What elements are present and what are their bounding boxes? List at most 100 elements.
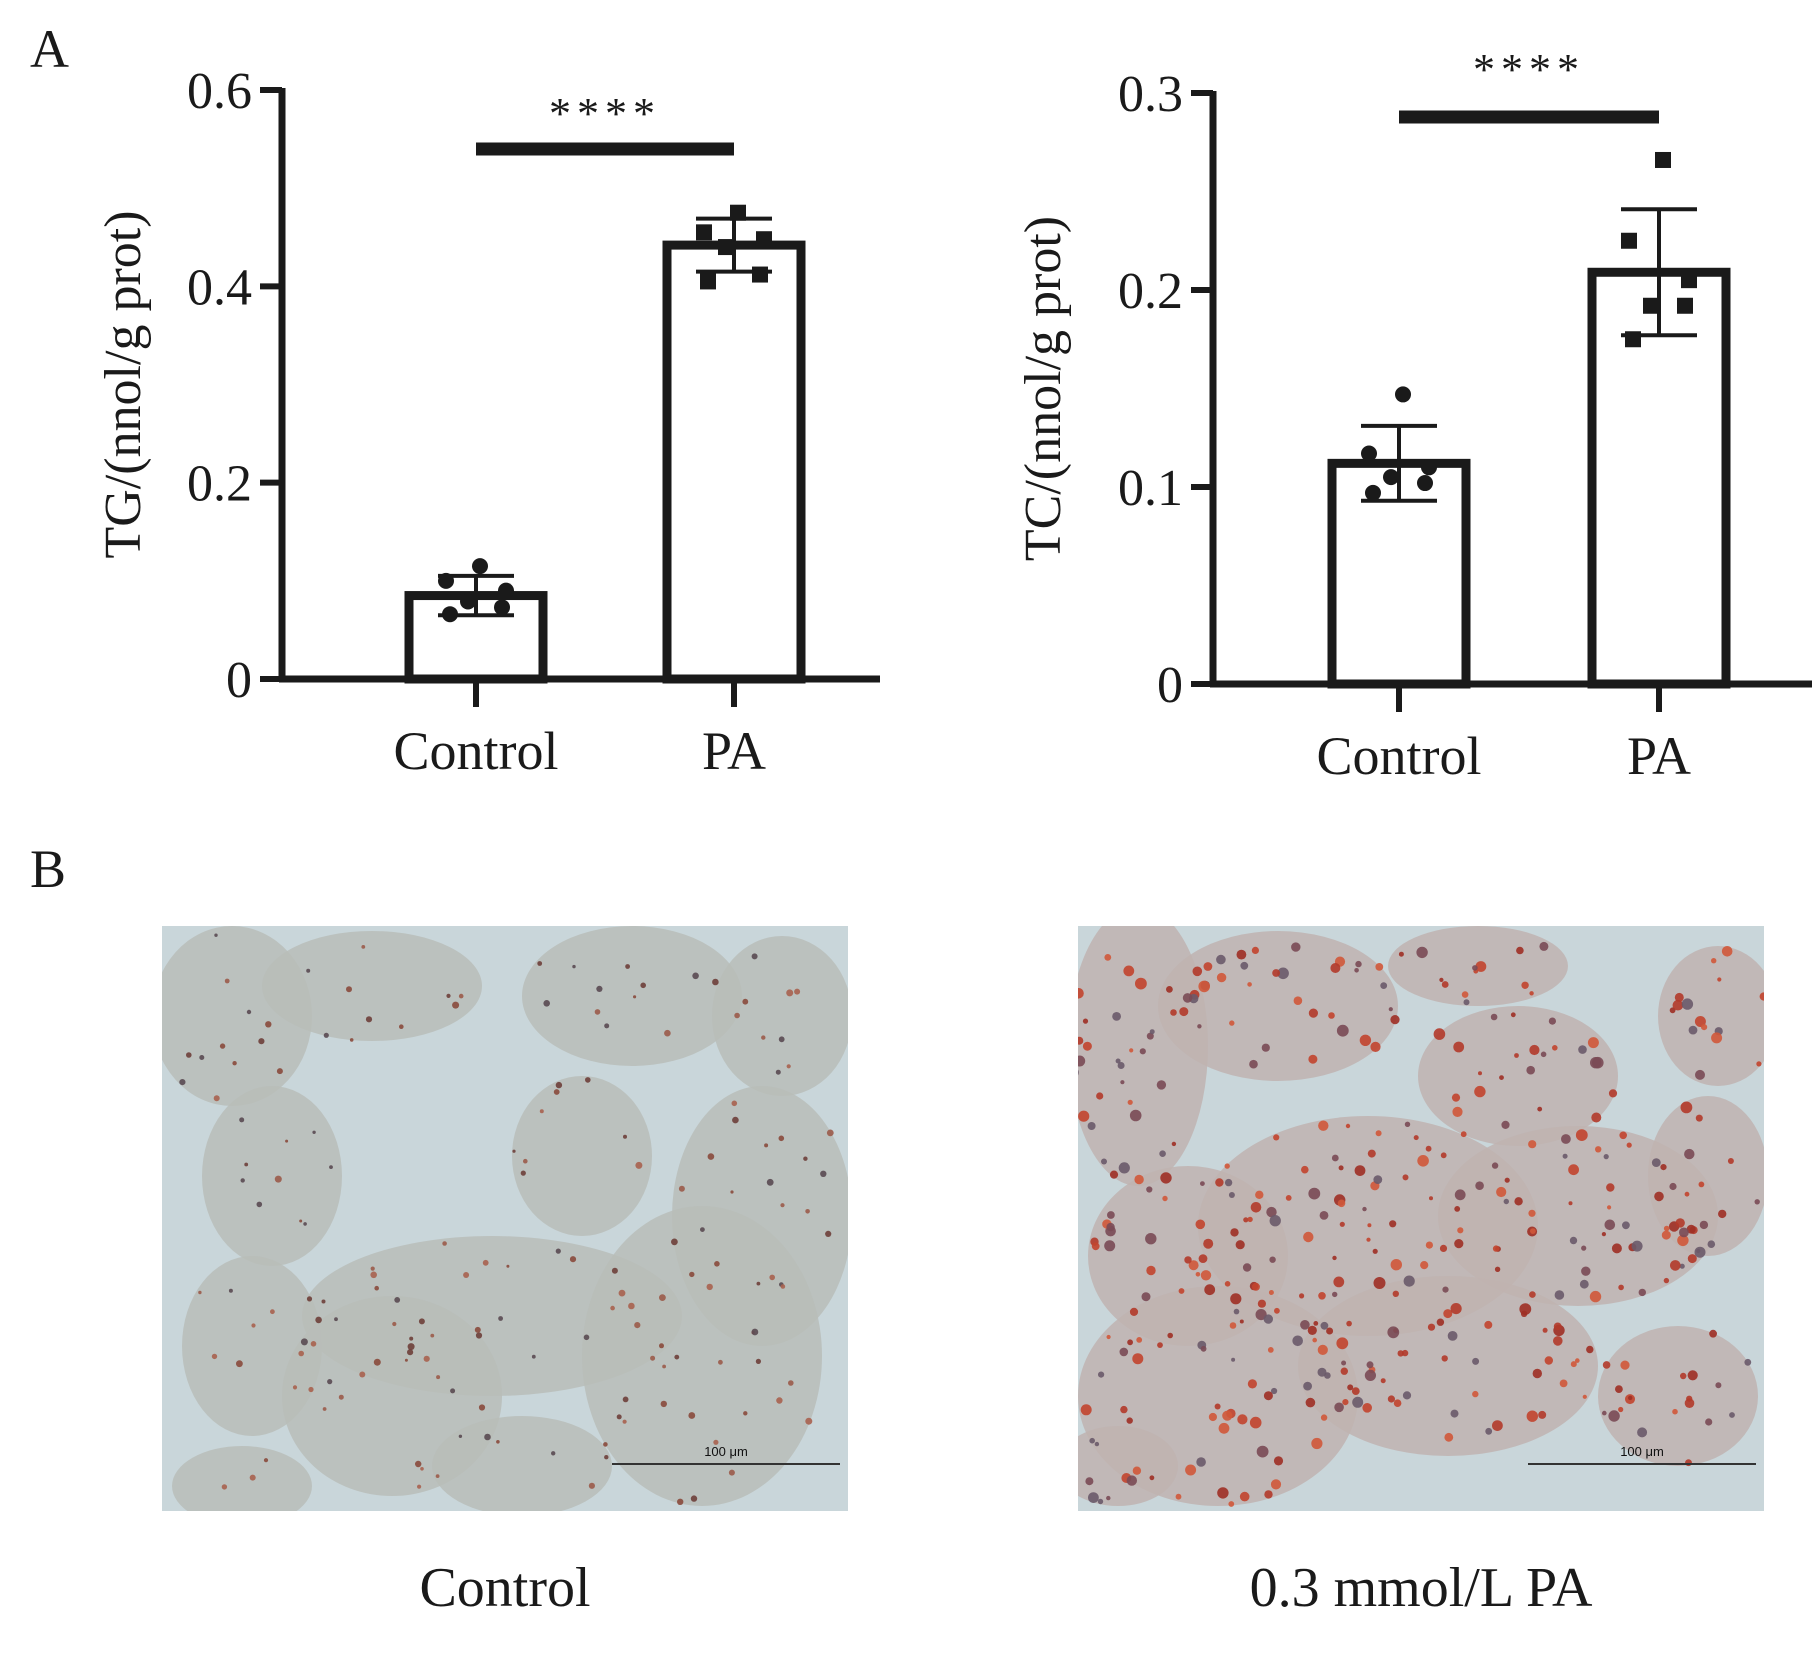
lipid-droplet [706, 1283, 713, 1291]
lipid-droplet [365, 1016, 373, 1023]
lipid-droplet [1425, 1145, 1432, 1152]
lipid-droplet [1501, 1120, 1510, 1129]
lipid-droplet [1595, 1146, 1602, 1153]
lipid-droplet [1608, 1089, 1618, 1098]
lipid-droplet [1228, 1501, 1235, 1507]
lipid-droplet [1255, 1190, 1264, 1199]
lipid-droplet [239, 1117, 245, 1123]
lipid-droplet [1626, 1142, 1632, 1148]
lipid-droplet [543, 1000, 550, 1007]
lipid-droplet [1235, 1240, 1245, 1250]
lipid-droplet [417, 1484, 422, 1489]
lipid-droplet [1390, 1259, 1402, 1271]
lipid-droplet [1312, 1337, 1317, 1343]
lipid-droplet [718, 1359, 723, 1365]
lipid-droplet [1303, 1381, 1312, 1391]
lipid-droplet [596, 985, 603, 992]
lipid-droplet [409, 1336, 414, 1341]
lipid-droplet [1156, 1080, 1167, 1090]
lipid-droplet [1117, 1062, 1125, 1069]
lipid-droplet [496, 1440, 500, 1444]
lipid-droplet [1080, 1404, 1092, 1416]
lipid-droplet [1392, 1290, 1399, 1297]
lipid-droplet [1494, 1266, 1501, 1272]
lipid-droplet [361, 945, 366, 949]
lipid-droplet [1330, 963, 1341, 973]
x-tick-label: Control [393, 721, 558, 781]
lipid-droplet [1285, 1195, 1292, 1201]
lipid-droplet [1078, 1069, 1079, 1076]
lipid-droplet [633, 995, 637, 999]
y-tick-label: 0 [1157, 657, 1183, 714]
lipid-droplet [374, 1285, 379, 1291]
lipid-droplet [1120, 1405, 1128, 1414]
lipid-droplet [1319, 1211, 1329, 1220]
lipid-droplet [1447, 1331, 1458, 1341]
lipid-droplet [274, 1175, 282, 1183]
lipid-droplet [1514, 1197, 1523, 1206]
lipid-droplet [423, 1355, 430, 1362]
lipid-droplet [1454, 1239, 1464, 1249]
lipid-droplet [1669, 1007, 1676, 1014]
lipid-droplet [1085, 1477, 1094, 1486]
lipid-droplet [1439, 977, 1444, 982]
lipid-droplet [213, 1095, 220, 1102]
cell-cluster [1648, 1096, 1764, 1256]
lipid-droplet [308, 1386, 314, 1393]
lipid-droplet [1579, 1279, 1589, 1289]
lipid-droplet [1416, 946, 1428, 959]
lipid-droplet [1552, 1045, 1558, 1051]
lipid-droplet [1553, 1322, 1562, 1331]
lipid-droplet [1694, 1246, 1706, 1258]
lipid-droplet [1548, 1017, 1556, 1025]
lipid-droplet [1670, 1260, 1681, 1271]
lipid-droplet [306, 968, 311, 973]
data-point [1383, 469, 1399, 486]
cell-cluster [1158, 931, 1398, 1081]
lipid-droplet [1320, 1321, 1329, 1330]
lipid-droplet [1715, 1382, 1722, 1389]
lipid-droplet [1091, 1242, 1100, 1251]
lipid-droplet [1672, 1408, 1678, 1415]
lipid-droplet [674, 1354, 680, 1360]
data-point [498, 582, 514, 599]
lipid-droplet [786, 1064, 791, 1069]
lipid-droplet [1661, 1230, 1671, 1240]
lipid-droplet [474, 1326, 481, 1333]
y-tick-label: 0.6 [187, 63, 252, 120]
lipid-droplet [659, 1343, 664, 1349]
data-point [1417, 475, 1433, 492]
lipid-droplet [640, 982, 646, 989]
lipid-droplet [1313, 1321, 1319, 1326]
lipid-droplet [1452, 1106, 1463, 1117]
lipid-droplet [650, 1355, 656, 1361]
lipid-droplet [1339, 1221, 1345, 1227]
lipid-droplet [1101, 1158, 1107, 1165]
lipid-droplet [452, 1001, 460, 1009]
lipid-droplet [359, 1371, 366, 1378]
lipid-droplet [1132, 1353, 1144, 1365]
lipid-droplet [1204, 1284, 1216, 1296]
lipid-droplet [1272, 969, 1280, 977]
lipid-droplet [1402, 1174, 1409, 1181]
lipid-droplet [1352, 1396, 1364, 1408]
lipid-droplet [1620, 1360, 1630, 1370]
cell-clusters [162, 926, 848, 1511]
lipid-droplet [399, 1024, 404, 1029]
lipid-droplet [1317, 1344, 1328, 1355]
y-axis-label: TC/(nnol/g prot) [1015, 216, 1072, 561]
data-point [718, 239, 734, 256]
lipid-droplet [1184, 1256, 1192, 1264]
lipid-droplet [628, 1302, 635, 1310]
lipid-droplet [678, 1185, 685, 1192]
lipid-droplet [310, 1341, 317, 1347]
data-point [1625, 331, 1641, 348]
lipid-droplet [1568, 1201, 1573, 1206]
lipid-droplet [1540, 1051, 1547, 1058]
lipid-droplet [1215, 1178, 1224, 1187]
lipid-droplet [1538, 1410, 1547, 1419]
lipid-droplet [1441, 981, 1449, 988]
lipid-droplet [1266, 1206, 1277, 1218]
lipid-droplet [539, 1109, 544, 1114]
lipid-droplet [258, 1038, 265, 1045]
